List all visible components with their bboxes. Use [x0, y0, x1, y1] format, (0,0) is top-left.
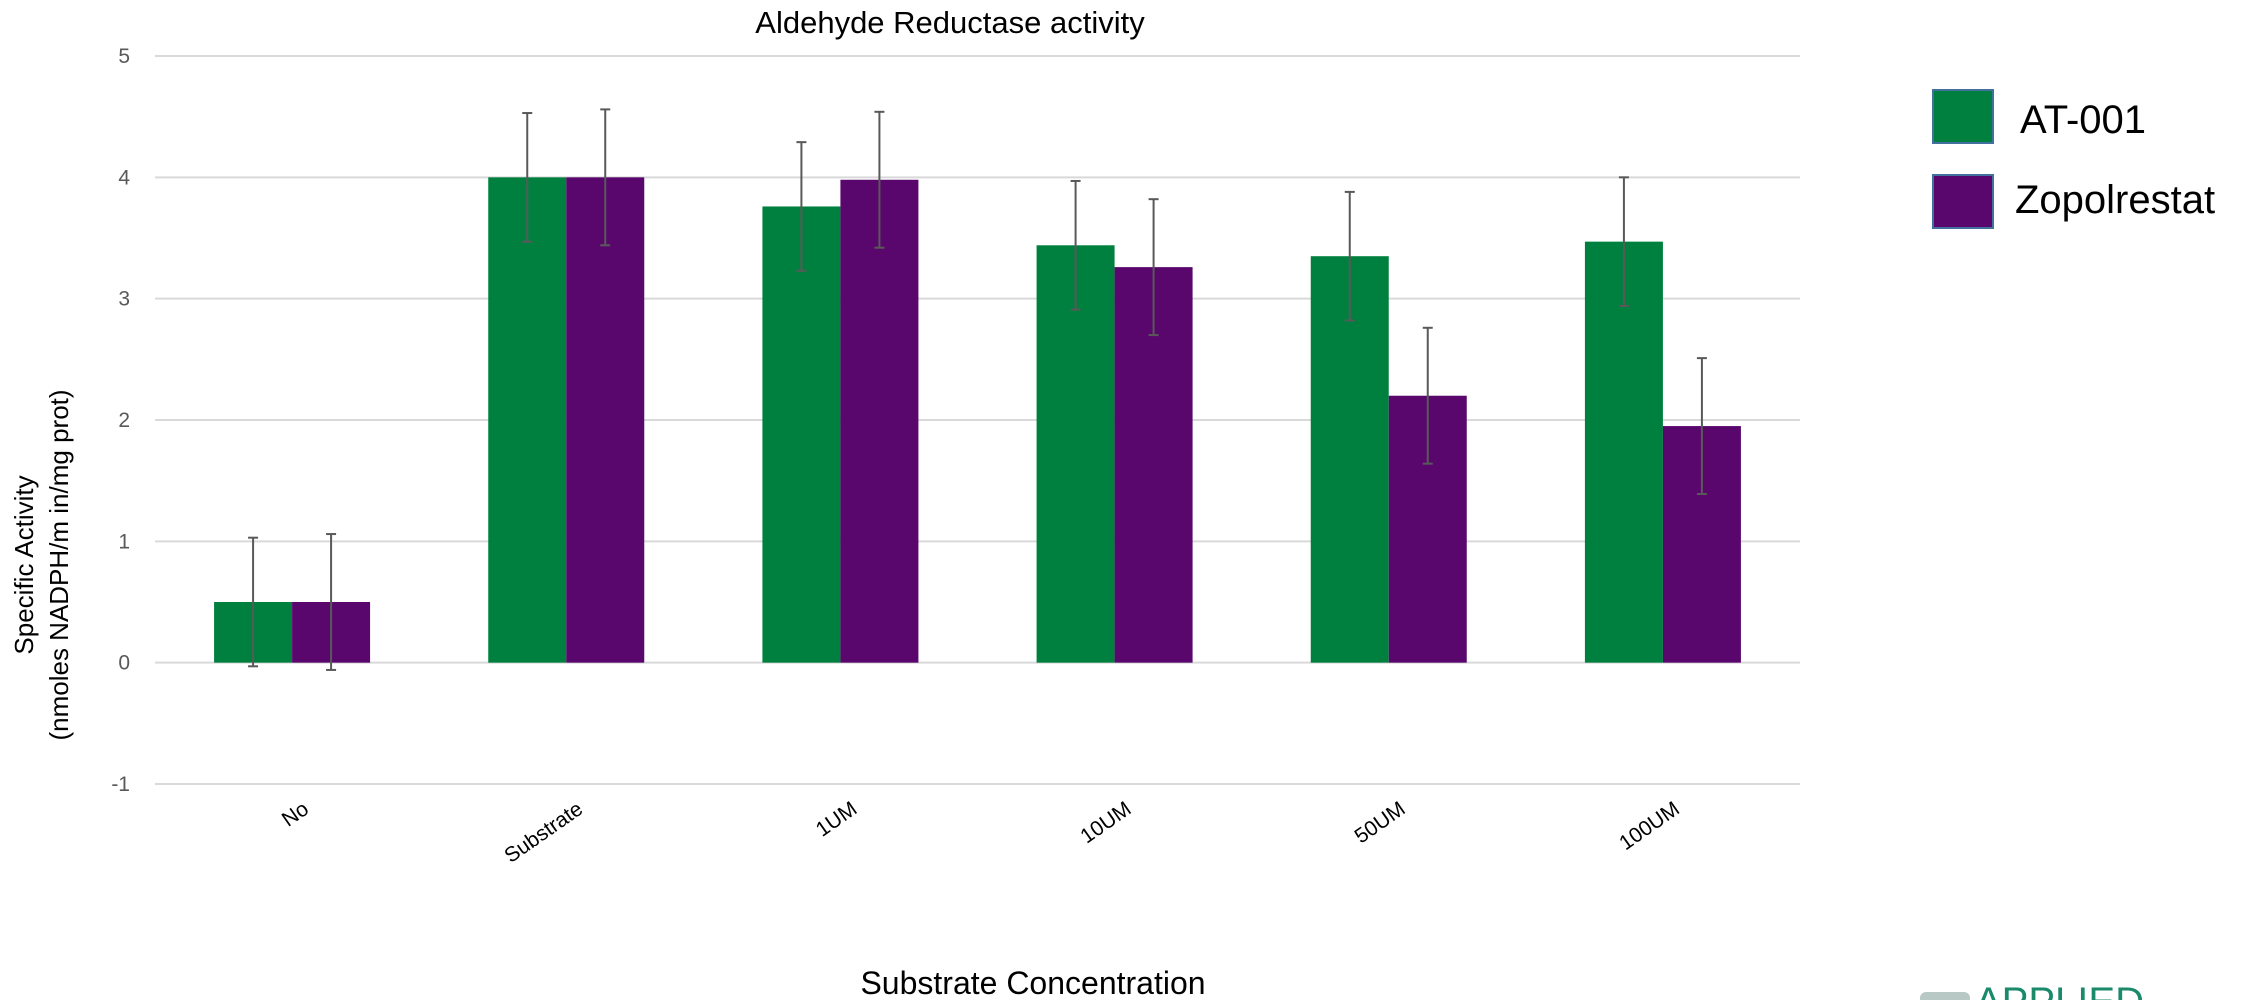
legend-label-zopolrestat: Zopolrestat	[2015, 178, 2215, 222]
bar-at-001-100um	[1584, 241, 1663, 663]
y-tick-label: -1	[111, 773, 130, 796]
x-tick-labels: No Substrate 1UM 10UM 50UM 100UM	[278, 797, 1684, 867]
legend-swatch-at001	[1932, 89, 1994, 144]
y-axis-label-line2: (nmoles NADPH/m in/mg prot)	[44, 389, 74, 740]
y-tick-label: 1	[118, 530, 130, 553]
y-tick-label: 2	[118, 409, 130, 432]
y-tick-labels: 5 4 3 2 1 0 -1	[111, 45, 130, 796]
bar-zopolrestat-1um	[840, 179, 919, 663]
gridlines	[155, 55, 1800, 785]
bar-at-001-10um	[1036, 245, 1115, 663]
error-bars	[248, 108, 1707, 671]
logo-mark	[1920, 992, 1970, 1000]
y-tick-label: 5	[118, 45, 130, 68]
x-axis-label: Substrate Concentration	[860, 965, 1205, 1000]
legend: AT-001 Zopolrestat	[1932, 89, 2215, 229]
chart-title: Aldehyde Reductase activity	[755, 5, 1145, 40]
legend-label-at001: AT-001	[2020, 98, 2146, 142]
x-tick-label: 1UM	[812, 797, 862, 841]
y-tick-label: 0	[118, 652, 130, 675]
y-axis-label-line1: Specific Activity	[9, 475, 39, 654]
x-tick-label: Substrate	[500, 797, 587, 867]
legend-swatch-zopolrestat	[1932, 174, 1994, 229]
logo: APPLIED	[1920, 980, 2144, 1000]
x-tick-label: 10UM	[1076, 797, 1135, 848]
x-tick-label: 100UM	[1615, 797, 1684, 855]
y-tick-label: 4	[118, 166, 130, 189]
bars	[214, 177, 1741, 663]
logo-text: APPLIED	[1975, 980, 2144, 1000]
bar-at-001-substrate	[488, 177, 567, 663]
bar-at-001-50um	[1310, 256, 1389, 663]
y-tick-label: 3	[118, 288, 130, 311]
x-tick-label: No	[278, 797, 313, 831]
x-tick-label: 50UM	[1351, 797, 1410, 848]
bar-zopolrestat-substrate	[566, 177, 645, 663]
bar-at-001-1um	[762, 206, 841, 663]
